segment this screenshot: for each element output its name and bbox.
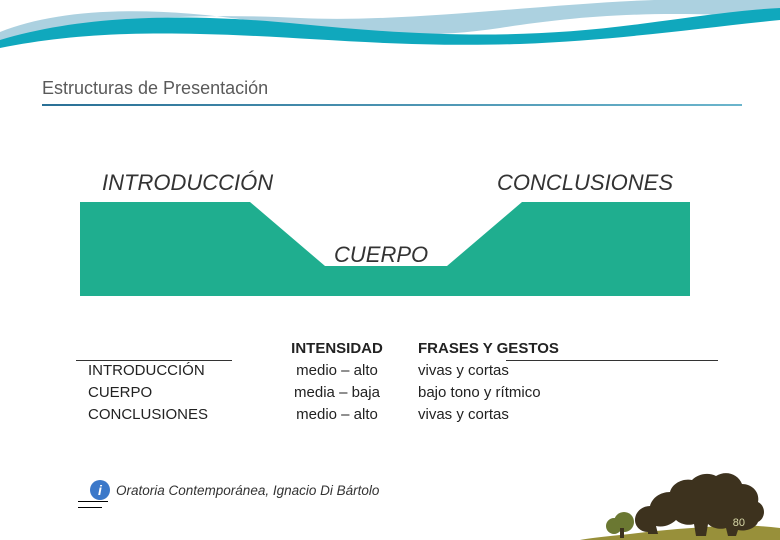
row-intensidad: medio – alto — [256, 406, 418, 423]
footer-source: Oratoria Contemporánea, Ignacio Di Bárto… — [116, 483, 379, 498]
header-intensidad: INTENSIDAD — [256, 340, 418, 357]
slide-title: Estructuras de Presentación — [42, 78, 268, 99]
row-label: INTRODUCCIÓN — [88, 362, 256, 379]
table-row: INTRODUCCIÓNmedio – altovivas y cortas — [88, 362, 708, 379]
row-frases: vivas y cortas — [418, 362, 668, 379]
info-icon: i — [90, 480, 110, 500]
row-frases: bajo tono y rítmico — [418, 384, 668, 401]
header-wave — [0, 0, 780, 52]
footer-underline-2 — [78, 507, 102, 508]
table-header-row: INTENSIDAD FRASES Y GESTOS — [88, 340, 708, 357]
footer-trees-icon — [580, 470, 780, 540]
intensity-table: INTENSIDAD FRASES Y GESTOS INTRODUCCIÓNm… — [88, 340, 708, 423]
row-label: CONCLUSIONES — [88, 406, 256, 423]
table-row: CUERPOmedia – bajabajo tono y rítmico — [88, 384, 708, 401]
intensity-diagram — [80, 162, 690, 296]
footer-underline-1 — [78, 501, 108, 502]
row-label: CUERPO — [88, 384, 256, 401]
table-row: CONCLUSIONESmedio – alto vivas y cortas — [88, 406, 708, 423]
header-frases: FRASES Y GESTOS — [418, 340, 668, 357]
title-underline — [42, 104, 742, 106]
row-frases: vivas y cortas — [418, 406, 668, 423]
row-intensidad: medio – alto — [256, 362, 418, 379]
page-number: 80 — [733, 517, 745, 529]
row-intensidad: media – baja — [256, 384, 418, 401]
